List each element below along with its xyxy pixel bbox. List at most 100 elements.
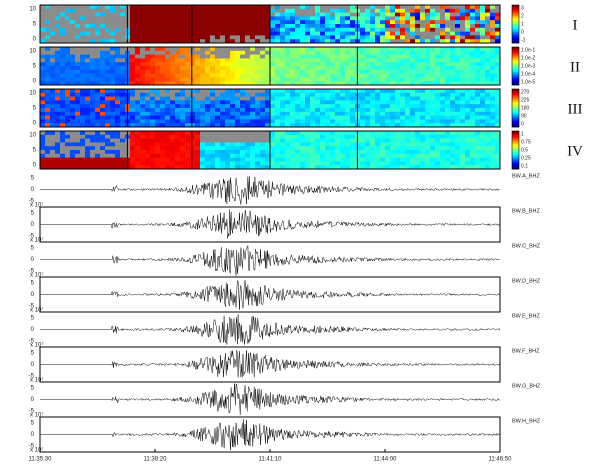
- heatmap-cell: [60, 92, 66, 97]
- heatmap-cell: [490, 108, 496, 113]
- heatmap-cell: [280, 138, 286, 143]
- heatmap-cell: [230, 165, 236, 170]
- colorbar-step: [512, 115, 519, 118]
- heatmap-cell: [250, 50, 256, 55]
- heatmap-cell: [45, 161, 51, 166]
- heatmap-cell: [360, 134, 366, 139]
- heatmap-cell: [380, 58, 386, 63]
- y-tick-label: 10: [29, 91, 36, 97]
- heatmap-cell: [325, 24, 331, 29]
- heatmap-cell: [305, 27, 311, 32]
- heatmap-cell: [160, 39, 166, 44]
- heatmap-cell: [495, 146, 501, 151]
- heatmap-cell: [430, 16, 436, 21]
- heatmap-cell: [400, 16, 406, 21]
- scale-label: x 10⁷: [30, 342, 44, 349]
- heatmap-cell: [200, 104, 206, 109]
- heatmap-cell: [70, 16, 76, 21]
- heatmap-cell: [365, 89, 371, 94]
- heatmap-cell: [50, 47, 56, 52]
- heatmap-cell: [475, 69, 481, 74]
- heatmap-cell: [250, 89, 256, 94]
- heatmap-cell: [275, 165, 281, 170]
- heatmap-cell: [385, 138, 391, 143]
- heatmap-cell: [95, 104, 101, 109]
- y-tick-label: -5: [29, 304, 35, 310]
- heatmap-cell: [75, 138, 81, 143]
- heatmap-cell: [315, 100, 321, 105]
- heatmap-cell: [325, 89, 331, 94]
- heatmap-cell: [405, 16, 411, 21]
- heatmap-cell: [275, 62, 281, 67]
- heatmap: [40, 5, 501, 44]
- heatmap-cell: [225, 50, 231, 55]
- heatmap-cell: [45, 31, 51, 36]
- heatmap-cell: [375, 73, 381, 78]
- heatmap-cell: [100, 39, 106, 44]
- heatmap-cell: [225, 69, 231, 74]
- heatmap-cell: [455, 142, 461, 147]
- heatmap-cell: [175, 81, 181, 86]
- heatmap-cell: [495, 27, 501, 32]
- heatmap-cell: [215, 142, 221, 147]
- heatmap-cell: [45, 81, 51, 86]
- colorbar-tick-label: 180: [521, 105, 530, 111]
- heatmap-cell: [495, 8, 501, 13]
- heatmap-cell: [450, 50, 456, 55]
- heatmap-cell: [95, 157, 101, 162]
- heatmap-cell: [250, 81, 256, 86]
- heatmap-cell: [220, 54, 226, 59]
- heatmap-cell: [430, 81, 436, 86]
- heatmap-cell: [230, 138, 236, 143]
- heatmap-cell: [155, 81, 161, 86]
- heatmap-cell: [425, 39, 431, 44]
- heatmap-cell: [490, 146, 496, 151]
- heatmap-cell: [110, 16, 116, 21]
- station-label: BW.A_BHZ: [512, 173, 540, 179]
- colorbar-tick-label: 270: [521, 89, 530, 95]
- heatmap-cell: [425, 150, 431, 155]
- heatmap-cell: [490, 138, 496, 143]
- heatmap-cell: [215, 92, 221, 97]
- heatmap-cell: [365, 31, 371, 36]
- heatmap-cell: [140, 16, 146, 21]
- heatmap-cell: [335, 24, 341, 29]
- heatmap-cell: [295, 100, 301, 105]
- heatmap-cell: [340, 92, 346, 97]
- heatmap-cell: [170, 58, 176, 63]
- heatmap-cell: [80, 146, 86, 151]
- heatmap-cell: [135, 81, 141, 86]
- heatmap-cell: [300, 5, 306, 10]
- heatmap-cell: [270, 62, 276, 67]
- heatmap-cell: [470, 131, 476, 136]
- heatmap-cell: [155, 20, 161, 25]
- heatmap-cell: [300, 31, 306, 36]
- heatmap-cell: [120, 138, 126, 143]
- heatmap-cell: [80, 39, 86, 44]
- heatmap-cell: [360, 165, 366, 170]
- heatmap-cell: [60, 108, 66, 113]
- heatmap-cell: [100, 108, 106, 113]
- heatmap-cell: [465, 89, 471, 94]
- heatmap-cell: [250, 96, 256, 101]
- heatmap-cell: [470, 119, 476, 124]
- heatmap-cell: [370, 12, 376, 17]
- heatmap-cell: [245, 153, 251, 158]
- heatmap-cell: [100, 146, 106, 151]
- colorbar-step: [512, 20, 519, 23]
- heatmap-cell: [205, 123, 211, 128]
- heatmap-cell: [200, 16, 206, 21]
- heatmap-cell: [170, 131, 176, 136]
- heatmap-cell: [415, 12, 421, 17]
- heatmap-cell: [255, 12, 261, 17]
- heatmap-cell: [290, 131, 296, 136]
- heatmap-cell: [340, 157, 346, 162]
- heatmap-cell: [210, 161, 216, 166]
- heatmap-cell: [95, 92, 101, 97]
- heatmap-cell: [230, 12, 236, 17]
- heatmap-cell: [40, 69, 46, 74]
- heatmap-cell: [440, 123, 446, 128]
- heatmap-cell: [115, 8, 121, 13]
- heatmap-cell: [300, 108, 306, 113]
- heatmap-cell: [80, 20, 86, 25]
